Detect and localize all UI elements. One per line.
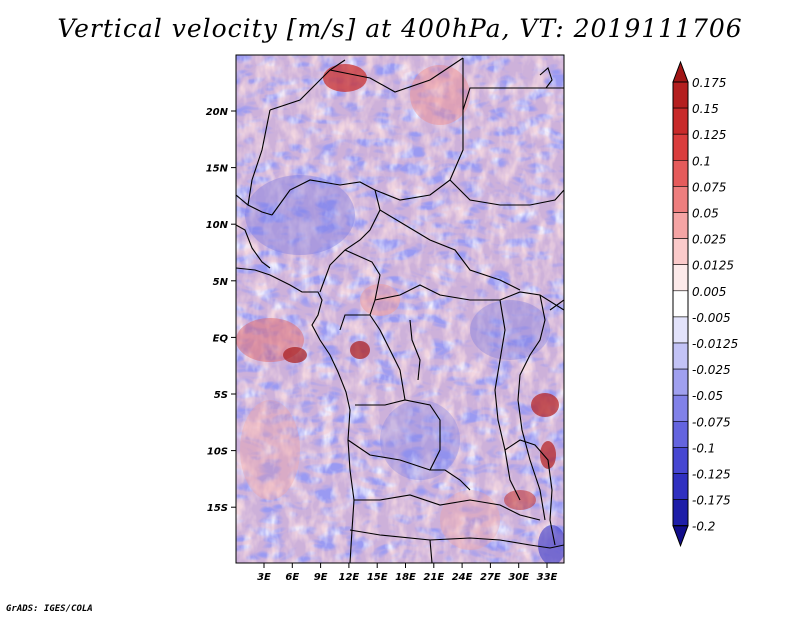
- colorbar-box: [672, 212, 689, 239]
- colorbar-box: [672, 420, 689, 448]
- lon-label: 27E: [480, 572, 501, 583]
- lon-label: 9E: [314, 572, 328, 583]
- colorbar-max-arrow: [672, 60, 689, 83]
- map-title: Vertical velocity [m/s] at 400hPa, VT: 2…: [57, 14, 743, 43]
- lon-label: 24E: [452, 572, 473, 583]
- vertical-velocity-field: [236, 55, 564, 563]
- colorbar-box: [672, 133, 689, 161]
- colorbar-box: [672, 499, 689, 527]
- colorbar-label: -0.2: [692, 520, 715, 534]
- colorbar-label: 0.1: [692, 154, 711, 168]
- colorbar-label: -0.175: [692, 494, 731, 508]
- colorbar-box: [672, 342, 689, 370]
- colorbar-box: [672, 368, 689, 396]
- colorbar-box: [672, 316, 689, 344]
- lat-label: 10N: [206, 220, 229, 231]
- lon-label: 18E: [395, 572, 416, 583]
- colorbar-label: -0.0125: [692, 337, 738, 351]
- map-frame: [235, 54, 565, 564]
- colorbar-label: -0.125: [692, 468, 731, 482]
- lat-label: 20N: [206, 107, 229, 118]
- latitude-axis: 20N 15N 10N 5N EQ 5S 10S 15S: [206, 107, 236, 514]
- lon-label: 30E: [508, 572, 529, 583]
- lat-label: EQ: [213, 333, 229, 344]
- colorbar-label: -0.075: [692, 415, 731, 429]
- software-credit: GrADS: IGES/COLA: [6, 604, 93, 614]
- colorbar-label: 0.125: [692, 128, 726, 142]
- lat-label: 15S: [207, 503, 228, 514]
- colorbar-label: 0.0125: [692, 259, 734, 273]
- colorbar-min-arrow: [672, 525, 689, 548]
- colorbar-box: [672, 186, 689, 213]
- colorbar-box: [672, 447, 689, 474]
- lat-label: 15N: [206, 164, 229, 175]
- lat-label: 5N: [213, 277, 229, 288]
- lon-label: 21E: [423, 572, 444, 583]
- lon-label: 15E: [367, 572, 388, 583]
- country-borders: [236, 57, 564, 563]
- lon-label: 12E: [339, 572, 360, 583]
- colorbar-label: -0.1: [692, 441, 715, 455]
- colorbar-box: [672, 160, 689, 187]
- lon-label: 33E: [537, 572, 558, 583]
- colorbar-box: [672, 81, 689, 109]
- lon-label: 6E: [285, 572, 299, 583]
- colorbar: 0.175 0.15 0.125 0.1 0.075 0.05 0.025 0.0125 0.0…: [672, 60, 738, 548]
- colorbar-box: [672, 107, 689, 135]
- colorbar-label: 0.15: [692, 102, 719, 116]
- colorbar-label: -0.05: [692, 389, 723, 403]
- colorbar-box: [672, 394, 689, 422]
- colorbar-label: -0.025: [692, 363, 731, 377]
- colorbar-label: 0.025: [692, 233, 726, 247]
- colorbar-label: 0.05: [692, 207, 719, 221]
- colorbar-box: [672, 473, 689, 500]
- lon-label: 3E: [257, 572, 271, 583]
- colorbar-label: -0.005: [692, 311, 731, 325]
- lat-label: 10S: [207, 447, 228, 458]
- colorbar-label: 0.175: [692, 76, 726, 90]
- colorbar-box: [672, 264, 689, 292]
- colorbar-box: [672, 238, 689, 266]
- colorbar-box: [672, 290, 689, 318]
- lat-label: 5S: [214, 390, 228, 401]
- longitude-axis: 3E 6E 9E 12E 15E 18E 21E 24E 27E 30E 33E: [257, 563, 558, 583]
- colorbar-label: 0.005: [692, 285, 726, 299]
- colorbar-label: 0.075: [692, 180, 726, 194]
